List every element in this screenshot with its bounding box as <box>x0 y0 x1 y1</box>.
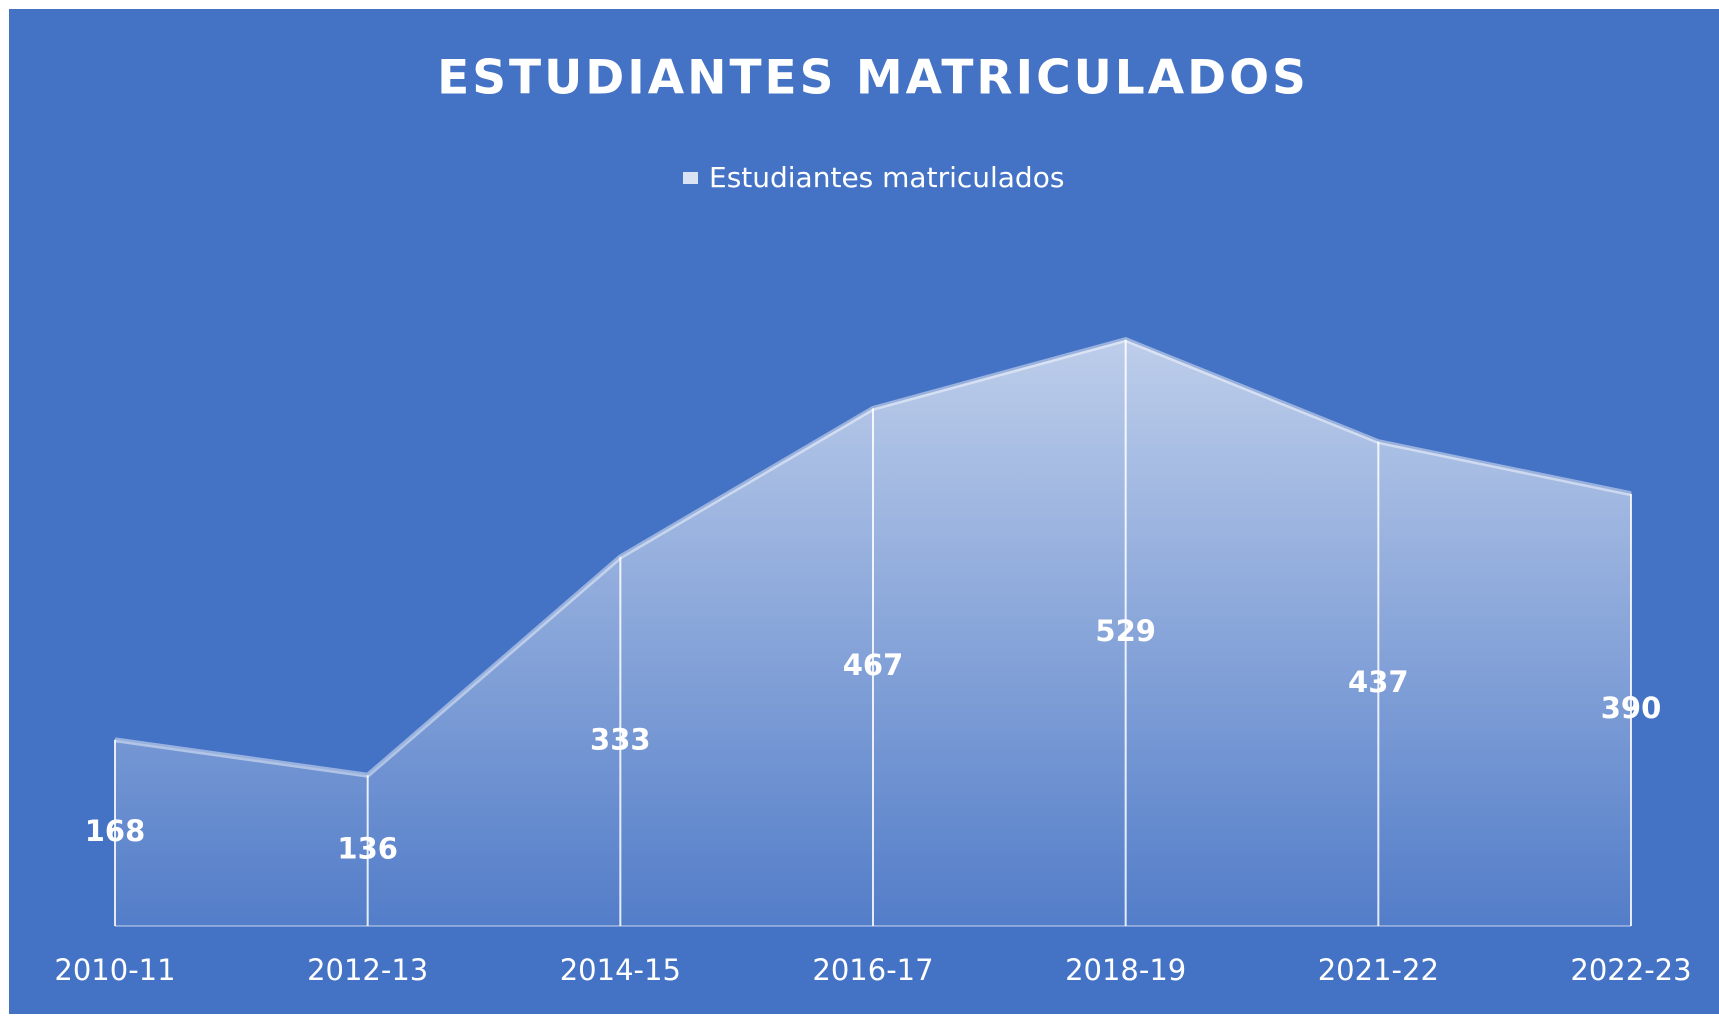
x-tick-label: 2010-11 <box>54 953 175 987</box>
legend-label: Estudiantes matriculados <box>709 161 1064 194</box>
data-label: 168 <box>85 814 146 848</box>
x-tick-label: 2016-17 <box>812 953 933 987</box>
x-tick-label: 2012-13 <box>307 953 428 987</box>
x-tick-label: 2021-22 <box>1318 953 1439 987</box>
x-tick-label: 2018-19 <box>1065 953 1186 987</box>
data-label: 529 <box>1095 614 1156 648</box>
chart-title: ESTUDIANTES MATRICULADOS <box>437 51 1309 106</box>
data-label: 136 <box>337 832 398 866</box>
data-label: 467 <box>843 648 904 682</box>
data-label: 437 <box>1348 665 1409 699</box>
x-tick-label: 2022-23 <box>1570 953 1691 987</box>
legend-swatch <box>683 172 698 184</box>
x-tick-label: 2014-15 <box>560 953 681 987</box>
data-label: 390 <box>1601 691 1662 725</box>
data-label: 333 <box>590 722 651 756</box>
